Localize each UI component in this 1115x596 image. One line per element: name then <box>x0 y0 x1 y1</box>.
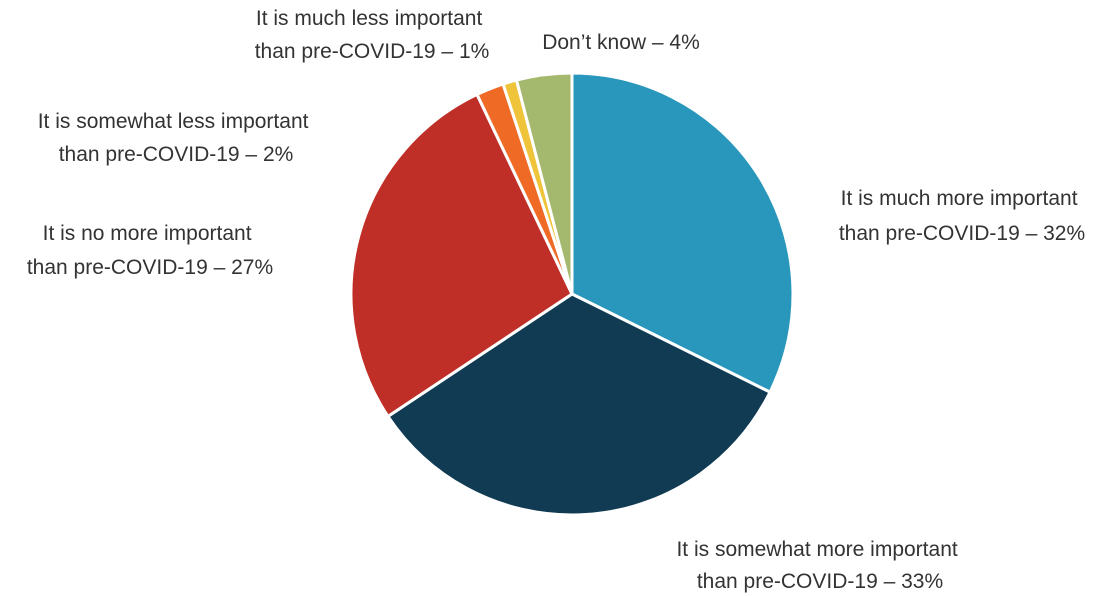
slice-label-no-more-line-2: than pre-COVID-19 – 27% <box>27 256 273 279</box>
slice-label-dont-know-line-1: Don’t know – 4% <box>542 31 700 54</box>
pie-slice-somewhat-more <box>386 292 772 517</box>
slice-label-much-more-line-2: than pre-COVID-19 – 32% <box>839 222 1085 245</box>
slice-label-much-less-line-2: than pre-COVID-19 – 1% <box>255 40 490 63</box>
slice-label-much-more: It is much more important than pre-COVID… <box>839 187 1085 245</box>
pie-slice-dont-know <box>515 71 574 296</box>
pie-slice-no-more <box>349 92 574 418</box>
slice-label-no-more: It is no more important than pre-COVID-1… <box>27 222 273 279</box>
pie-slice-much-more <box>570 71 795 394</box>
slice-label-somewhat-less-line-2: than pre-COVID-19 – 2% <box>59 143 294 166</box>
slice-label-somewhat-more-line-1: It is somewhat more important <box>676 538 957 561</box>
slice-label-somewhat-more-line-2: than pre-COVID-19 – 33% <box>697 570 943 593</box>
slice-label-much-less-line-1: It is much less important <box>256 7 483 30</box>
pie-slices <box>349 71 795 517</box>
slice-label-much-less: It is much less important than pre-COVID… <box>255 7 490 63</box>
slice-label-dont-know: Don’t know – 4% <box>542 31 700 54</box>
slice-label-no-more-line-1: It is no more important <box>43 222 252 245</box>
slice-label-much-more-line-1: It is much more important <box>841 187 1078 210</box>
slice-label-somewhat-more: It is somewhat more important than pre-C… <box>676 538 963 593</box>
slice-label-somewhat-less-line-1: It is somewhat less important <box>38 110 309 133</box>
slice-label-somewhat-less: It is somewhat less important than pre-C… <box>38 110 315 166</box>
